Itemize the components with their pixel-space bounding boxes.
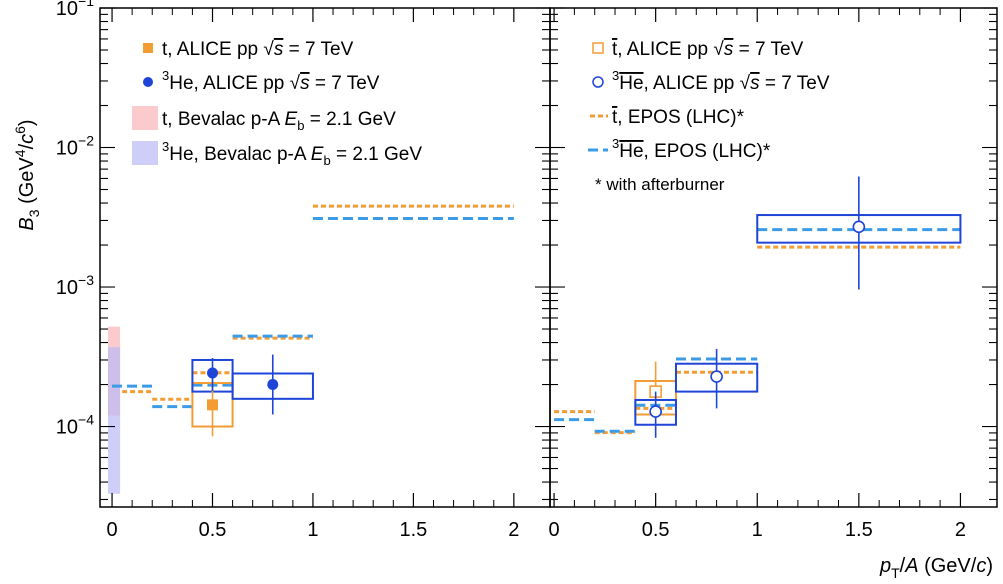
y-tick-label: 10−4 bbox=[56, 412, 94, 439]
x-tick-label: 1.5 bbox=[399, 519, 427, 541]
x-tick-label: 2 bbox=[955, 519, 966, 541]
legend-label: t, EPOS (LHC)* bbox=[612, 107, 745, 128]
y-axis-title: B3 (GeV4/c6) bbox=[12, 119, 42, 230]
legend-marker-open-square bbox=[592, 42, 604, 54]
data-point-2 bbox=[267, 379, 279, 391]
legend-item-2: t, Bevalac p-A Eb = 2.1 GeV bbox=[132, 106, 396, 133]
data-point-0 bbox=[207, 399, 218, 411]
y-tick-label: 10−2 bbox=[56, 133, 94, 160]
legend-label: 3He, Bevalac p-A Eb = 2.1 GeV bbox=[162, 139, 422, 168]
legend-item-4: * with afterburner bbox=[595, 175, 725, 194]
data-point-3 bbox=[852, 220, 866, 234]
x-tick-label: 1.5 bbox=[845, 519, 873, 541]
x-tick-label: 1 bbox=[752, 519, 763, 541]
panel-right: 0 0.5 1 1.5 2 t, ALICE pp √s = 7 TeV 3He, ALIC… bbox=[549, 7, 998, 541]
legend-item-3: 3He, EPOS (LHC)* bbox=[588, 136, 771, 162]
legend-marker-band bbox=[132, 141, 158, 165]
legend-marker-band bbox=[132, 106, 158, 130]
plot-layer: 0 0.5 1 1.5 2 10−1 10−2 10−3 10−4 t, ALICE pp √s … bbox=[56, 0, 998, 541]
data-point-1 bbox=[649, 405, 662, 418]
x-tick-label: 0 bbox=[549, 519, 560, 541]
x-tick-label: 2 bbox=[508, 519, 519, 541]
x-axis-title: pT/A (GeV/c) bbox=[879, 555, 993, 581]
data-point-1 bbox=[207, 367, 218, 379]
legend-label: t, Bevalac p-A Eb = 2.1 GeV bbox=[162, 109, 396, 133]
legend-label: * with afterburner bbox=[595, 175, 725, 194]
legend-marker-circle bbox=[143, 77, 153, 87]
legend-marker-open-circle bbox=[592, 76, 604, 88]
panel-left: 0 0.5 1 1.5 2 10−1 10−2 10−3 10−4 t, ALICE pp √s … bbox=[56, 0, 551, 541]
x-tick-label: 0.5 bbox=[199, 519, 227, 541]
legend-label: 3He, ALICE pp √s = 7 TeV bbox=[162, 68, 380, 94]
legend-item-1: 3He, ALICE pp √s = 7 TeV bbox=[592, 68, 830, 94]
legend-label: t, ALICE pp √s = 7 TeV bbox=[612, 39, 804, 60]
y-tick-label: 10−3 bbox=[56, 272, 94, 299]
panel-frame-right bbox=[549, 7, 998, 508]
legend-item-2: t, EPOS (LHC)* bbox=[590, 107, 745, 128]
x-tick-label: 0 bbox=[106, 519, 117, 541]
bevalac-band-1 bbox=[108, 347, 121, 494]
legend-item-0: t, ALICE pp √s = 7 TeV bbox=[592, 39, 804, 60]
legend-label: 3He, EPOS (LHC)* bbox=[612, 136, 771, 162]
legend-label: t, ALICE pp √s = 7 TeV bbox=[162, 39, 354, 60]
legend-item-0: t, ALICE pp √s = 7 TeV bbox=[143, 39, 354, 60]
x-tick-label: 1 bbox=[307, 519, 318, 541]
legend-marker-square bbox=[143, 43, 153, 53]
x-tick-label: 0.5 bbox=[642, 519, 670, 541]
legend-label: 3He, ALICE pp √s = 7 TeV bbox=[612, 68, 830, 94]
legend-item-3: 3He, Bevalac p-A Eb = 2.1 GeV bbox=[132, 139, 422, 168]
data-point-2 bbox=[710, 370, 723, 383]
legend-item-1: 3He, ALICE pp √s = 7 TeV bbox=[143, 68, 380, 94]
y-tick-label: 10−1 bbox=[56, 0, 94, 20]
